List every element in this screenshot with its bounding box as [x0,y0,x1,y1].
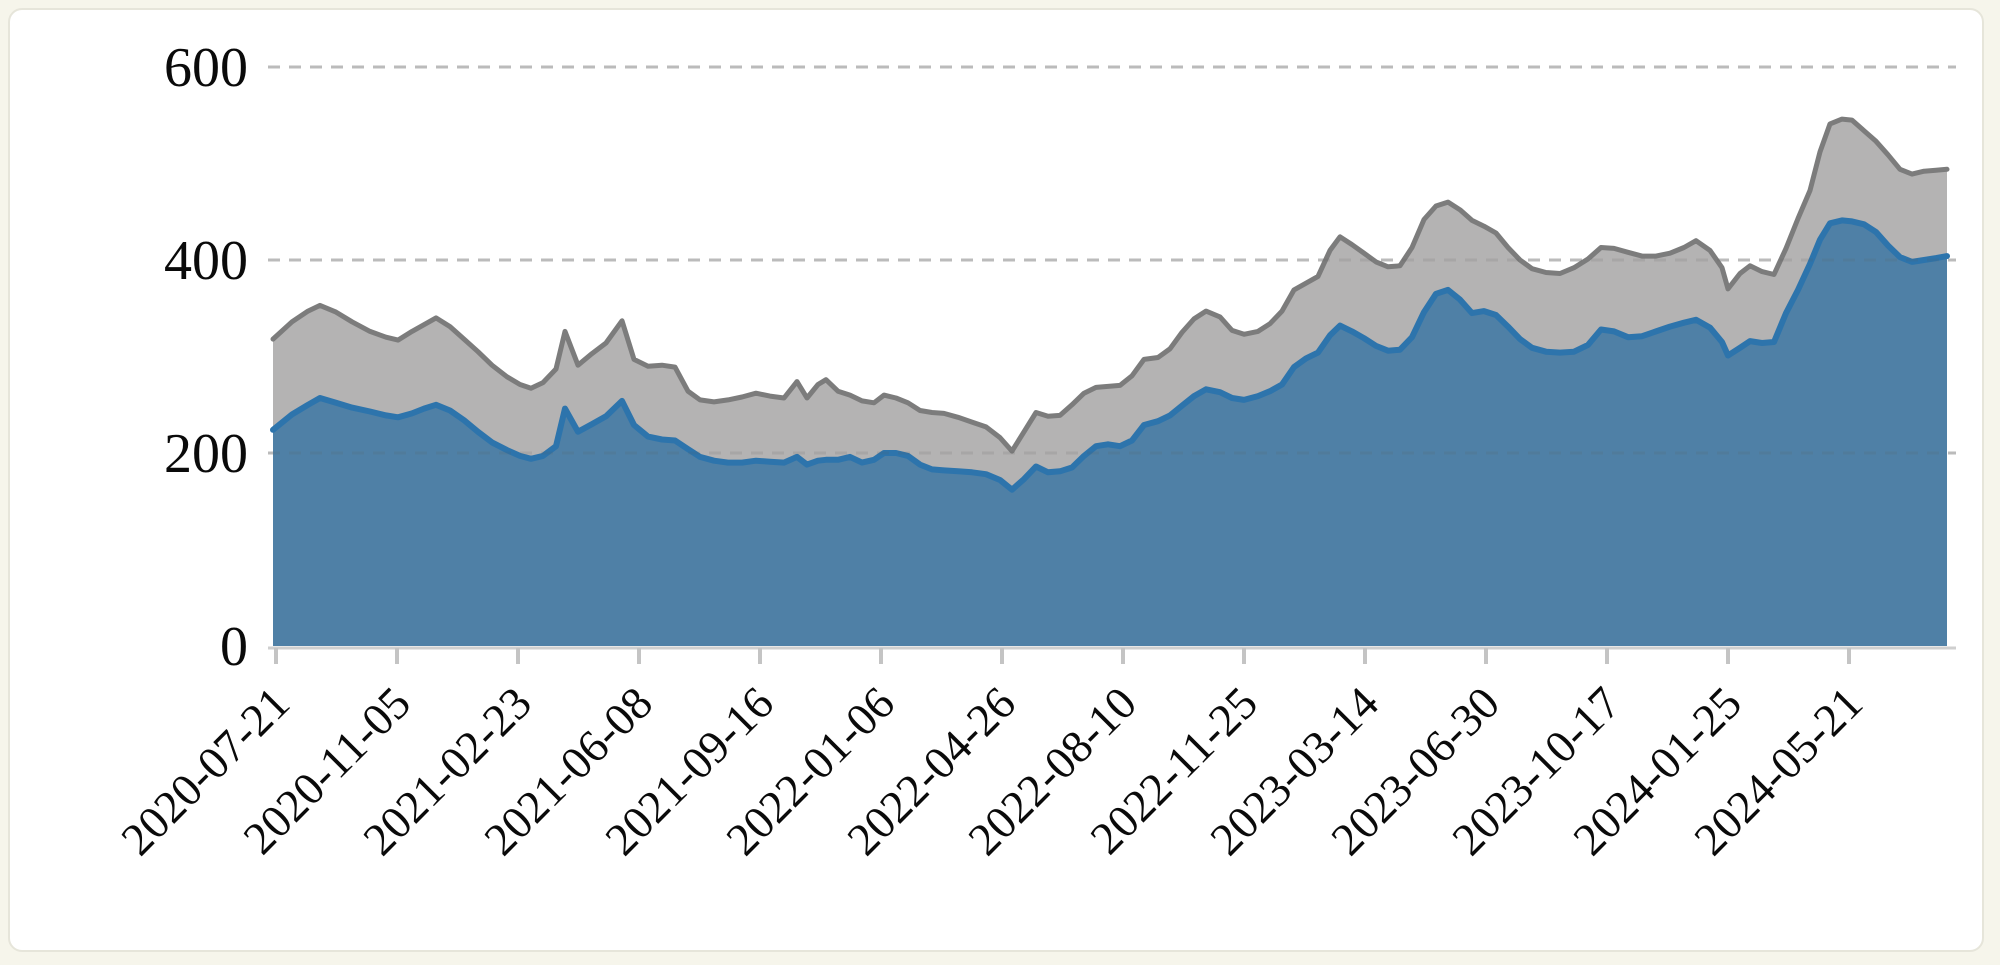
gray-line [270,116,1950,454]
blue-line [270,217,1950,493]
y-axis-label: 600 [164,37,248,99]
y-axis-label: 400 [164,230,248,292]
y-axis-label: 0 [220,616,248,678]
y-axis-label: 200 [164,423,248,485]
blue-area [273,220,1947,646]
